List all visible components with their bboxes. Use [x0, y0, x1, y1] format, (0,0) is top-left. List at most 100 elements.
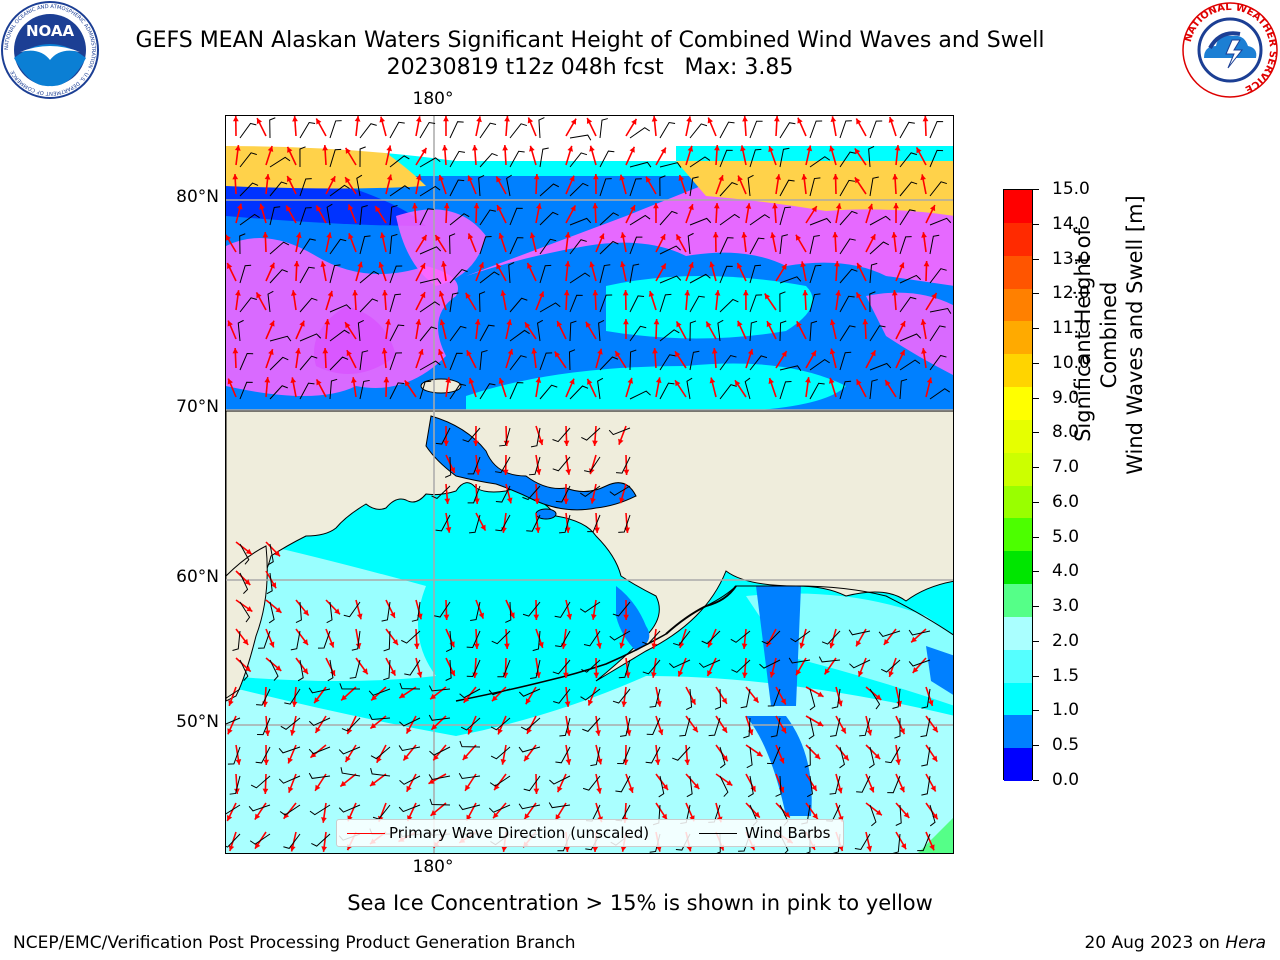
wind-barb: [929, 234, 940, 255]
wind-barb: [389, 121, 405, 139]
wind-barb: [848, 629, 871, 636]
wind-barb: [839, 179, 855, 197]
wind-barb: [308, 746, 331, 755]
wind-barb: [389, 293, 402, 313]
colorbar-tick-mark: [1033, 189, 1039, 190]
wave-arrow-head: [472, 440, 479, 446]
wind-barb: [269, 156, 291, 168]
wave-arrow-head: [623, 614, 629, 620]
wind-barb: [308, 717, 331, 727]
wind-barb: [619, 717, 631, 737]
wind-barb: [929, 804, 936, 827]
wave-arrow-head: [433, 754, 439, 761]
wave-arrow-head: [242, 638, 249, 645]
wave-arrow-head: [269, 262, 275, 269]
wind-barb: [869, 325, 886, 342]
wave-arrow-head: [891, 232, 898, 238]
wind-barb: [917, 833, 931, 852]
wave-arrow-head: [684, 759, 691, 765]
map-subtitle: 20230819 t12z 048h fcst Max: 3.85: [386, 55, 794, 80]
wave-arrow-head: [420, 292, 426, 299]
wind-barb: [398, 745, 421, 752]
wind-barb: [869, 291, 876, 313]
wind-barb: [569, 134, 592, 141]
sea-ice-pink-west: [226, 238, 458, 396]
wave-arrow-head: [288, 786, 294, 793]
wave-arrow-head: [370, 722, 377, 729]
wave-arrow-head: [347, 204, 354, 211]
wave-arrow-head: [856, 379, 862, 386]
wind-barb: [839, 325, 856, 342]
wind-barb: [359, 235, 371, 255]
colorbar-tick-mark: [1033, 780, 1039, 781]
wind-barb: [459, 740, 481, 748]
wave-arrow-head: [931, 292, 937, 299]
wave-arrow-head: [527, 117, 534, 124]
wave-arrow-head: [923, 261, 930, 267]
gridlines: [226, 116, 953, 853]
wind-barb: [419, 121, 436, 139]
wind-barb: [869, 215, 891, 226]
wind-barb: [518, 688, 541, 697]
wind-barb: [266, 572, 273, 595]
map-panel: [225, 115, 954, 854]
wind-barb: [449, 268, 468, 284]
wave-arrow-head: [474, 319, 481, 325]
wave-arrow-head: [228, 845, 235, 852]
wave-arrow-head: [866, 729, 873, 736]
wave-arrow-head: [843, 754, 849, 761]
wave-arrow-head: [630, 205, 636, 212]
wave-arrow-head: [799, 642, 805, 649]
wind-barb: [509, 207, 523, 226]
wave-arrow-head: [531, 348, 538, 354]
wave-arrow-head: [478, 262, 484, 269]
wind-barb: [568, 349, 576, 371]
wind-barb: [599, 212, 619, 226]
colorbar-segment: [1004, 321, 1032, 355]
wave-arrow-head: [920, 319, 927, 325]
wind-barb: [854, 833, 871, 851]
wind-barb: [679, 717, 691, 737]
wave-arrow-head: [497, 728, 503, 735]
wave-arrow-head: [467, 233, 474, 240]
wave-arrow-head: [292, 116, 298, 122]
wind-barb: [299, 178, 312, 197]
colorbar-tick-label: 4.0: [1052, 561, 1080, 582]
wind-barb: [719, 775, 729, 797]
wind-barb: [490, 717, 511, 731]
colorbar-tick-label: 13.0: [1052, 248, 1090, 269]
wave-arrow-head: [538, 641, 544, 648]
land-mass: [226, 410, 953, 682]
wave-arrow-head: [778, 786, 785, 793]
wind-barb: [597, 377, 604, 400]
wind-barb: [553, 688, 571, 704]
wave-arrow-head: [862, 319, 869, 325]
footer-timestamp: 20 Aug 2023 on Hera: [1084, 933, 1266, 953]
wind-barb: [552, 659, 571, 675]
wave-arrow-head: [227, 262, 233, 269]
wave-arrow-head: [421, 234, 427, 241]
wind-barb: [523, 775, 541, 792]
wave-arrow-head: [619, 174, 625, 181]
wind-barb: [290, 630, 301, 651]
wind-barb: [672, 746, 691, 761]
wind-barb: [856, 775, 871, 793]
wind-barb: [239, 381, 253, 400]
wave-arrow-head: [286, 205, 292, 212]
wave-arrow-head: [564, 701, 571, 707]
wave-arrow-head: [557, 786, 563, 793]
wave-arrow-head: [445, 527, 452, 533]
wind-barb: [226, 833, 241, 848]
wave-arrow-head: [502, 469, 509, 475]
wind-barb: [579, 601, 601, 613]
wave-arrow-head: [472, 145, 478, 151]
wave-arrow-head: [533, 788, 540, 794]
wind-barb: [809, 235, 820, 255]
wind-barb: [237, 319, 244, 342]
wind-barb: [849, 659, 871, 669]
colorbar-tick-label: 2.0: [1052, 630, 1080, 651]
wind-barb: [401, 630, 421, 644]
wave-arrow-head: [931, 755, 938, 762]
wave-arrow-head: [742, 290, 749, 296]
lon-label-bottom: 180°: [412, 857, 454, 877]
